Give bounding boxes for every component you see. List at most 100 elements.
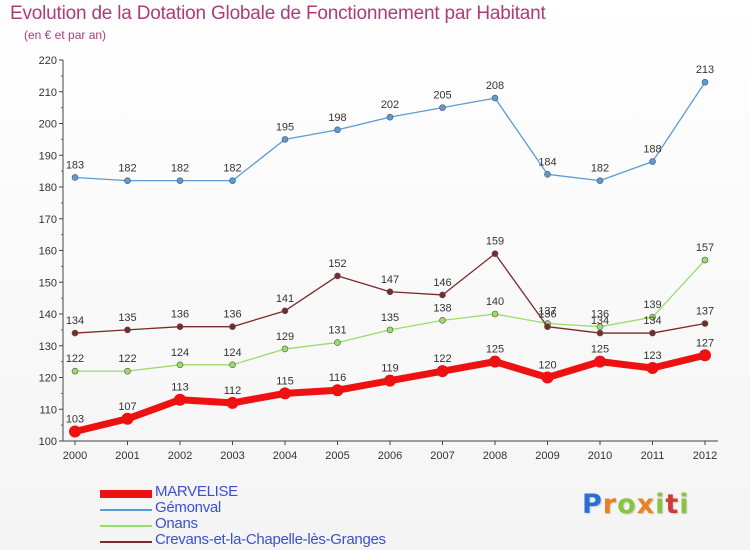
x-tick-label: 2002 <box>168 450 192 462</box>
data-point <box>281 345 289 353</box>
data-label: 122 <box>118 353 136 365</box>
y-tick-label: 200 <box>39 119 57 131</box>
data-label: 112 <box>224 385 242 397</box>
data-point <box>386 113 394 121</box>
data-point <box>229 177 236 184</box>
data-point <box>649 329 656 337</box>
data-label: 188 <box>643 144 661 156</box>
x-tick-label: 2005 <box>325 450 349 462</box>
data-point <box>384 374 396 387</box>
data-point <box>121 412 134 425</box>
data-point <box>69 425 81 438</box>
data-point <box>281 307 289 315</box>
data-label: 182 <box>118 163 136 175</box>
data-label: 184 <box>538 156 556 168</box>
data-point <box>544 171 551 178</box>
logo-letter: t <box>665 489 680 520</box>
data-point <box>439 104 446 111</box>
legend-swatch <box>100 525 152 527</box>
data-point <box>331 384 344 397</box>
data-point <box>436 365 449 378</box>
data-label: 182 <box>223 163 241 175</box>
data-point <box>334 272 341 280</box>
data-point <box>334 339 341 346</box>
x-tick-label: 2007 <box>430 450 454 462</box>
chart-title: Evolution de la Dotation Globale de Fonc… <box>10 3 546 24</box>
data-label: 134 <box>643 315 661 327</box>
data-label: 136 <box>538 309 556 321</box>
x-tick-label: 2004 <box>273 450 297 462</box>
data-label: 195 <box>276 121 294 133</box>
data-point <box>489 355 501 368</box>
data-label: 213 <box>696 64 714 76</box>
data-label: 136 <box>171 309 189 321</box>
data-point <box>386 326 394 334</box>
data-label: 136 <box>591 309 609 321</box>
data-label: 123 <box>643 350 661 362</box>
data-label: 138 <box>433 302 451 314</box>
data-label: 157 <box>696 242 714 254</box>
data-point <box>491 310 499 318</box>
data-label: 116 <box>329 372 347 384</box>
data-label: 115 <box>276 375 294 387</box>
data-label: 147 <box>381 274 399 286</box>
legend-swatch <box>100 490 152 498</box>
data-point <box>594 355 606 368</box>
line-chart: 100 110 120 130 140 150 160 170 180 190 200 210 220 2… <box>39 55 718 462</box>
data-label: 113 <box>171 382 189 394</box>
data-label: 182 <box>591 163 609 175</box>
legend-label: Onans <box>155 515 198 532</box>
data-point <box>491 250 499 257</box>
data-label: 141 <box>276 293 294 305</box>
data-point <box>71 174 79 181</box>
data-point <box>229 361 236 369</box>
data-label: 205 <box>433 90 451 102</box>
data-point <box>596 177 604 184</box>
data-point <box>176 361 184 369</box>
data-point <box>281 136 289 143</box>
chart-subtitle: (en € et par an) <box>24 28 107 42</box>
data-label: 129 <box>276 331 294 343</box>
data-label: 137 <box>696 306 714 318</box>
data-label: 159 <box>486 236 504 248</box>
data-label: 127 <box>696 337 714 349</box>
data-point <box>439 291 446 299</box>
data-label: 146 <box>433 277 451 289</box>
data-label: 140 <box>486 296 504 308</box>
data-point <box>596 329 604 337</box>
data-point <box>279 387 291 400</box>
x-tick-label: 2012 <box>693 450 717 462</box>
data-label: 107 <box>118 401 136 413</box>
data-point <box>439 317 446 324</box>
data-label: 182 <box>171 163 189 175</box>
legend-swatch <box>100 541 152 543</box>
y-tick-label: 110 <box>39 404 57 416</box>
data-point <box>544 323 551 331</box>
data-label: 103 <box>66 413 84 425</box>
x-tick-label: 2001 <box>115 450 139 462</box>
logo-letter: x <box>636 489 656 520</box>
x-tick-label: 2003 <box>220 450 244 462</box>
legend-label: Crevans-et-la-Chapelle-lès-Granges <box>155 531 386 548</box>
data-label: 134 <box>591 315 609 327</box>
y-tick-label: 180 <box>39 182 57 194</box>
y-tick-label: 140 <box>39 309 57 321</box>
y-tick-label: 100 <box>39 436 57 448</box>
data-label: 122 <box>66 353 84 365</box>
data-point <box>124 367 131 375</box>
y-tick-label: 150 <box>39 277 57 289</box>
legend-swatch <box>100 509 152 511</box>
logo-letter: o <box>617 489 637 520</box>
data-point <box>226 396 239 409</box>
logo-letter: i <box>655 489 666 520</box>
data-point <box>649 158 656 165</box>
data-label: 125 <box>486 344 504 356</box>
data-point <box>71 367 79 375</box>
data-point <box>701 320 709 327</box>
legend-label: MARVELISE <box>155 483 238 500</box>
y-tick-label: 130 <box>39 341 57 353</box>
x-tick-label: 2009 <box>535 450 559 462</box>
data-label: 198 <box>328 112 346 124</box>
logo-letter: r <box>602 489 618 520</box>
